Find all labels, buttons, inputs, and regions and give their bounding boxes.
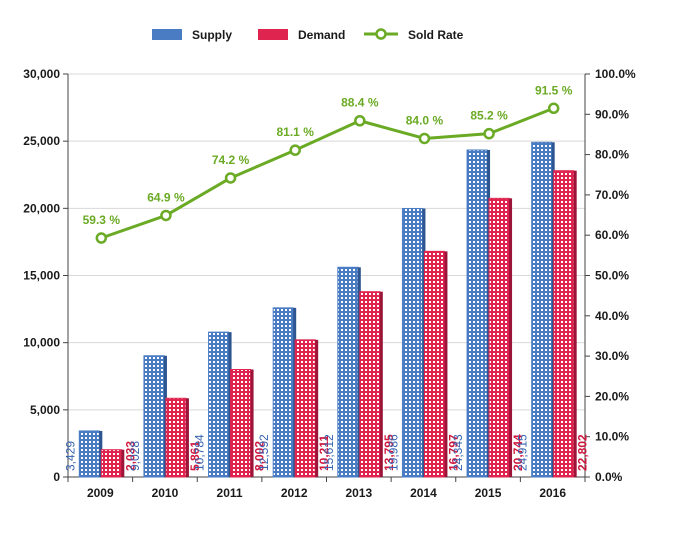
bar-demand-shade	[379, 291, 383, 477]
left-tick-label: 0	[53, 470, 60, 484]
left-tick-label: 15,000	[23, 269, 60, 283]
bar-demand[interactable]	[553, 170, 575, 478]
value-label-demand: 5,861	[188, 441, 202, 471]
bar-supply[interactable]	[78, 430, 100, 478]
right-tick-label: 10.0%	[595, 430, 629, 444]
legend-swatch-demand	[258, 29, 288, 40]
bar-demand-shade	[250, 369, 254, 477]
right-tick-label: 90.0%	[595, 107, 629, 121]
value-label-supply: 10,784	[193, 434, 207, 471]
x-tick-label: 2016	[539, 486, 566, 500]
value-label-demand: 22,802	[576, 434, 590, 471]
value-label-supply: 3,429	[63, 441, 77, 471]
bar-demand-shade	[444, 251, 448, 477]
left-tick-label: 30,000	[23, 67, 60, 81]
sold-rate-label: 84.0 %	[406, 113, 444, 127]
value-label-demand: 13,795	[382, 434, 396, 471]
legend-label-demand: Demand	[298, 28, 345, 42]
x-tick-label: 2009	[87, 486, 114, 500]
bar-supply[interactable]	[401, 208, 423, 478]
bar-demand-shade	[185, 398, 189, 477]
value-label-supply: 15,612	[322, 434, 336, 471]
x-tick-label: 2011	[217, 486, 243, 500]
legend-swatch-supply	[152, 29, 182, 40]
sold-rate-point[interactable]	[354, 114, 366, 127]
legend-item-demand[interactable]: Demand	[258, 28, 345, 42]
bar-demand[interactable]	[100, 449, 122, 478]
bar-supply[interactable]	[337, 266, 359, 478]
sold-rate-point[interactable]	[224, 172, 237, 184]
bar-demand-shade	[121, 449, 125, 477]
sold-rate-point[interactable]	[418, 132, 431, 145]
sold-rate-line: 59.3 % 64.9 % 74.2 % 81.1 % 88.4 % 84.0 % 85.2…	[83, 83, 573, 244]
bar-demand[interactable]	[165, 397, 187, 478]
legend-label-sold-rate: Sold Rate	[408, 28, 464, 42]
sold-rate-point[interactable]	[160, 209, 172, 222]
right-tick-label: 50.0%	[595, 269, 629, 283]
value-label-demand: 20,744	[511, 434, 525, 471]
x-axis: 2009 2010 2011 2012 2013 2014 2015 2016	[67, 476, 586, 500]
bar-supply[interactable]	[143, 355, 165, 478]
value-label-supply: 24,915	[516, 434, 530, 471]
left-tick-label: 5,000	[30, 403, 60, 417]
value-label-supply: 9,028	[128, 441, 142, 471]
sold-rate-label: 74.2 %	[212, 153, 250, 167]
right-tick-label: 0.0%	[595, 470, 623, 484]
bar-demand-shade	[315, 339, 319, 477]
x-tick-label: 2015	[475, 486, 502, 500]
bar-supply[interactable]	[208, 331, 230, 478]
bar-demand[interactable]	[488, 197, 510, 478]
value-label-demand: 8,002	[253, 441, 267, 471]
sold-rate-label: 88.4 %	[341, 96, 379, 110]
value-label-demand: 2,033	[123, 441, 137, 471]
bar-demand[interactable]	[359, 291, 381, 478]
left-tick-label: 10,000	[23, 336, 60, 350]
legend-item-sold-rate[interactable]: Sold Rate	[364, 28, 464, 42]
x-tick-label: 2014	[410, 486, 437, 500]
x-tick-label: 2010	[152, 486, 179, 500]
right-tick-label: 100.0%	[595, 67, 636, 81]
sold-rate-point[interactable]	[95, 232, 108, 244]
value-label-supply: 12,592	[257, 434, 271, 471]
bar-supply[interactable]	[466, 149, 488, 478]
sold-rate-point[interactable]	[483, 127, 495, 140]
sold-rate-label: 59.3 %	[83, 213, 121, 227]
value-label-demand: 10,211	[317, 435, 331, 471]
legend: Supply Demand Sold Rate	[152, 28, 464, 42]
bar-supply[interactable]	[272, 307, 294, 478]
sold-rate-point[interactable]	[547, 102, 560, 115]
right-tick-label: 60.0%	[595, 228, 629, 242]
legend-label-supply: Supply	[192, 28, 232, 42]
bar-demand[interactable]	[423, 250, 445, 478]
right-axis: 0.0% 10.0% 20.0% 30.0% 40.0% 50.0% 60.0% 70.0% 8…	[584, 67, 636, 484]
right-tick-label: 40.0%	[595, 309, 629, 323]
right-tick-label: 70.0%	[595, 188, 629, 202]
x-tick-label: 2012	[281, 486, 308, 500]
sold-rate-label: 64.9 %	[147, 190, 185, 204]
right-tick-label: 80.0%	[595, 148, 629, 162]
right-tick-label: 20.0%	[595, 389, 629, 403]
left-tick-label: 25,000	[23, 134, 60, 148]
value-label-supply: 19,986	[386, 434, 400, 471]
bar-demand[interactable]	[230, 369, 252, 478]
value-label-supply: 24,343	[451, 434, 465, 471]
x-tick-label: 2013	[345, 486, 372, 500]
left-axis: 0 5,000 10,000 15,000 20,000 25,000 30,000	[23, 67, 69, 484]
bar-demand-shade	[573, 170, 577, 478]
bar-supply[interactable]	[531, 141, 553, 478]
sold-rate-label: 81.1 %	[277, 125, 315, 139]
sold-rate-point[interactable]	[289, 144, 301, 156]
right-tick-label: 30.0%	[595, 349, 629, 363]
sold-rate-label: 85.2 %	[470, 109, 508, 123]
bar-demand-shade	[509, 198, 513, 477]
bar-demand[interactable]	[294, 339, 316, 478]
sold-rate-polyline	[100, 106, 555, 240]
value-label-demand: 16,797	[446, 434, 460, 471]
left-tick-label: 20,000	[23, 201, 60, 215]
sold-rate-label: 91.5 %	[535, 83, 573, 97]
legend-marker-sold-rate	[375, 28, 387, 40]
legend-item-supply[interactable]: Supply	[152, 28, 232, 42]
